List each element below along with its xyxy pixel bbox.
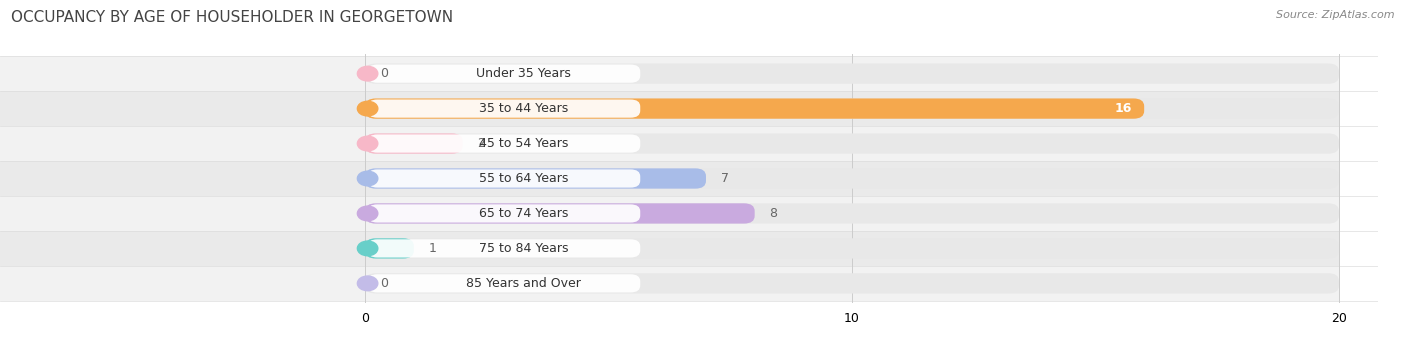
Bar xyxy=(0,126,1339,161)
Text: 75 to 84 Years: 75 to 84 Years xyxy=(478,242,568,255)
Bar xyxy=(0,91,1339,126)
Text: 45 to 54 Years: 45 to 54 Years xyxy=(478,137,568,150)
FancyBboxPatch shape xyxy=(366,99,1339,119)
Text: OCCUPANCY BY AGE OF HOUSEHOLDER IN GEORGETOWN: OCCUPANCY BY AGE OF HOUSEHOLDER IN GEORG… xyxy=(11,10,453,25)
Text: 0: 0 xyxy=(380,277,388,290)
FancyBboxPatch shape xyxy=(366,238,1339,258)
FancyBboxPatch shape xyxy=(367,100,640,118)
Text: Under 35 Years: Under 35 Years xyxy=(477,67,571,80)
Text: 8: 8 xyxy=(769,207,778,220)
FancyBboxPatch shape xyxy=(366,203,1339,224)
Circle shape xyxy=(357,66,378,81)
Text: Source: ZipAtlas.com: Source: ZipAtlas.com xyxy=(1277,10,1395,20)
FancyBboxPatch shape xyxy=(367,204,640,223)
FancyBboxPatch shape xyxy=(367,239,640,257)
Bar xyxy=(0,196,1339,231)
FancyBboxPatch shape xyxy=(367,169,640,188)
FancyBboxPatch shape xyxy=(366,168,706,189)
Text: 35 to 44 Years: 35 to 44 Years xyxy=(479,102,568,115)
FancyBboxPatch shape xyxy=(366,203,755,224)
Bar xyxy=(0,161,1339,196)
Text: 7: 7 xyxy=(721,172,728,185)
FancyBboxPatch shape xyxy=(366,168,1339,189)
Circle shape xyxy=(357,101,378,116)
FancyBboxPatch shape xyxy=(367,274,640,292)
FancyBboxPatch shape xyxy=(367,134,640,153)
Text: 0: 0 xyxy=(380,67,388,80)
Bar xyxy=(0,231,1339,266)
FancyBboxPatch shape xyxy=(367,65,640,83)
Circle shape xyxy=(357,206,378,221)
FancyBboxPatch shape xyxy=(366,273,1339,293)
FancyBboxPatch shape xyxy=(366,133,463,154)
Bar xyxy=(0,266,1339,301)
FancyBboxPatch shape xyxy=(366,133,1339,154)
Text: 85 Years and Over: 85 Years and Over xyxy=(465,277,581,290)
FancyBboxPatch shape xyxy=(366,99,1144,119)
Circle shape xyxy=(357,171,378,186)
Text: 65 to 74 Years: 65 to 74 Years xyxy=(478,207,568,220)
Circle shape xyxy=(357,276,378,291)
Circle shape xyxy=(357,136,378,151)
Text: 1: 1 xyxy=(429,242,436,255)
FancyBboxPatch shape xyxy=(366,64,1339,84)
FancyBboxPatch shape xyxy=(366,238,413,258)
Bar xyxy=(0,56,1339,91)
Text: 55 to 64 Years: 55 to 64 Years xyxy=(478,172,568,185)
Circle shape xyxy=(357,241,378,256)
Text: 2: 2 xyxy=(477,137,485,150)
Text: 16: 16 xyxy=(1115,102,1132,115)
